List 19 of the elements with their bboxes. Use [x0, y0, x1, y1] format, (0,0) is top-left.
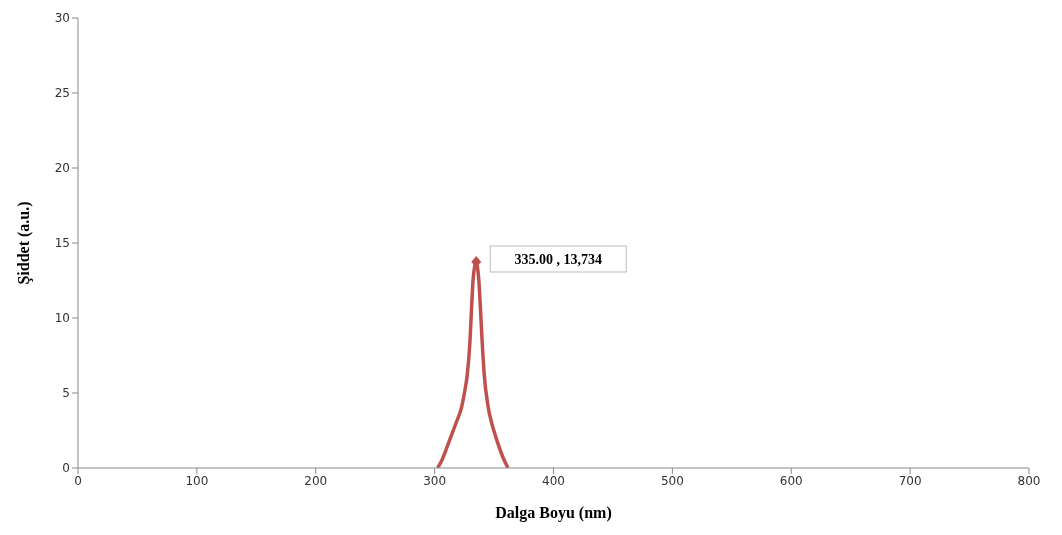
x-tick-label: 400 — [542, 473, 565, 488]
y-tick-label: 20 — [54, 161, 70, 176]
y-tick-label: 25 — [54, 86, 70, 101]
x-tick-label: 600 — [779, 473, 803, 488]
y-axis-title: Şiddet (a.u.) — [14, 201, 33, 285]
x-axis-title: Dalga Boyu (nm) — [495, 504, 612, 522]
y-tick-label: 10 — [54, 311, 70, 326]
x-tick-label: 800 — [1017, 473, 1041, 488]
y-tick-label: 30 — [54, 11, 70, 26]
x-tick-label: 300 — [423, 473, 447, 488]
x-tick-label: 100 — [185, 473, 209, 488]
y-tick-label: 15 — [54, 236, 70, 251]
y-tick-label: 0 — [62, 461, 70, 476]
annotation: 335.00 , 13,734 — [514, 251, 602, 267]
y-tick-label: 5 — [62, 386, 70, 401]
x-tick-label: 0 — [74, 473, 82, 488]
x-tick-label: 200 — [304, 473, 328, 488]
x-tick-label: 500 — [660, 473, 684, 488]
x-tick-label: 700 — [898, 473, 922, 488]
